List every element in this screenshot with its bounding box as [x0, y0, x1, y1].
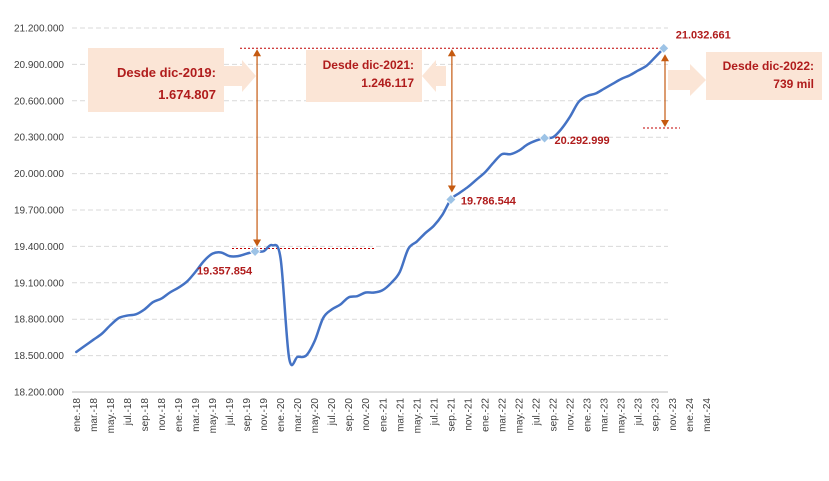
arrow-dic-2022-head-down	[661, 120, 669, 127]
arrow-dic-2022-head-up	[661, 54, 669, 62]
highlight-marker	[658, 42, 670, 54]
x-tick-label: ene.-18	[72, 398, 83, 432]
arrow-dic-2021-head-up	[447, 49, 456, 57]
arrow-dic-2021-head-down	[447, 185, 456, 193]
highlight-marker	[249, 245, 261, 258]
x-tick-label: sep.-20	[344, 398, 355, 432]
value-label-dic-2019: 19.357.854	[197, 266, 253, 278]
y-tick-label: 20.900.000	[14, 60, 64, 71]
y-tick-label: 19.700.000	[14, 206, 64, 217]
callout-dic-2019: Desde dic-2019: 1.674.807	[88, 48, 256, 112]
x-tick-label: may.-20	[310, 398, 321, 434]
x-tick-label: jul.-23	[634, 398, 645, 427]
callout-dic-2022-value: 739 mil	[773, 77, 814, 91]
x-tick-label: may.-19	[208, 398, 219, 434]
x-tick-label: sep.-19	[242, 398, 253, 432]
x-axis: ene.-18 mar.-18 may.-18 jul.-18 sep.-18 nov.-…	[72, 398, 713, 434]
x-tick-label: mar.-24	[702, 398, 713, 432]
x-tick-label: mar.-20	[293, 398, 304, 432]
y-tick-label: 19.400.000	[14, 242, 64, 253]
series-line	[75, 47, 665, 367]
x-tick-label: mar.-19	[191, 398, 202, 432]
arrow-dic-2019-head-down	[253, 239, 262, 247]
x-tick-label: jul.-20	[327, 398, 338, 427]
x-tick-label: nov.-19	[259, 398, 270, 431]
x-tick-label: may.-22	[515, 398, 526, 434]
arrow-dic-2019-head-up	[253, 49, 262, 57]
y-axis: 18.200.000 18.500.000 18.800.000 19.100.000…	[14, 24, 64, 399]
x-tick-label: mar.-23	[600, 398, 611, 432]
y-tick-label: 20.000.000	[14, 169, 64, 180]
callout-dic-2019-title: Desde dic-2019:	[117, 65, 216, 80]
callout-dic-2021-title: Desde dic-2021:	[323, 58, 414, 72]
callout-dic-2022-title: Desde dic-2022:	[723, 59, 814, 73]
x-tick-label: mar.-21	[395, 398, 406, 432]
x-tick-label: may.-18	[106, 398, 117, 434]
x-tick-label: ene.-19	[174, 398, 185, 432]
y-tick-label: 18.800.000	[14, 315, 64, 326]
x-tick-label: jul.-18	[123, 398, 134, 427]
y-tick-label: 20.300.000	[14, 133, 64, 144]
value-label-dic-2022: 20.292.999	[555, 135, 610, 147]
x-tick-label: mar.-22	[497, 398, 508, 432]
highlight-marker	[538, 132, 551, 144]
difference-arrows	[253, 49, 669, 247]
highlight-markers	[249, 42, 670, 258]
x-tick-label: sep.-21	[446, 398, 457, 432]
x-tick-label: ene.-22	[480, 398, 491, 432]
x-tick-label: may.-21	[412, 398, 423, 434]
callout-dic-2021-value: 1.246.117	[361, 76, 414, 90]
x-tick-label: nov.-18	[157, 398, 168, 431]
x-tick-label: nov.-21	[463, 398, 474, 431]
x-tick-label: jul.-21	[429, 398, 440, 427]
y-tick-label: 19.100.000	[14, 278, 64, 289]
x-tick-label: nov.-22	[566, 398, 577, 431]
x-tick-label: ene.-23	[583, 398, 594, 432]
x-tick-label: sep.-18	[140, 398, 151, 432]
y-tick-label: 20.600.000	[14, 96, 64, 107]
x-tick-label: ene.-24	[685, 398, 696, 432]
y-tick-label: 18.500.000	[14, 351, 64, 362]
x-tick-label: jul.-22	[532, 398, 543, 427]
x-tick-label: sep.-23	[651, 398, 662, 432]
highlight-marker	[445, 193, 457, 206]
x-tick-label: ene.-21	[378, 398, 389, 432]
y-tick-label: 21.200.000	[14, 24, 64, 35]
callout-dic-2021: Desde dic-2021: 1.246.117	[306, 50, 446, 102]
x-tick-label: ene.-20	[276, 398, 287, 432]
value-label-latest: 21.032.661	[676, 29, 731, 41]
callout-dic-2019-value: 1.674.807	[158, 87, 216, 102]
x-tick-label: mar.-18	[89, 398, 100, 432]
x-tick-label: jul.-19	[225, 398, 236, 427]
x-tick-label: sep.-22	[549, 398, 560, 432]
x-tick-label: nov.-20	[361, 398, 372, 431]
callout-dic-2022: Desde dic-2022: 739 mil	[668, 52, 822, 100]
value-label-dic-2021: 19.786.544	[461, 195, 517, 207]
x-tick-label: nov.-23	[668, 398, 679, 431]
y-tick-label: 18.200.000	[14, 388, 64, 399]
x-tick-label: may.-23	[617, 398, 628, 434]
